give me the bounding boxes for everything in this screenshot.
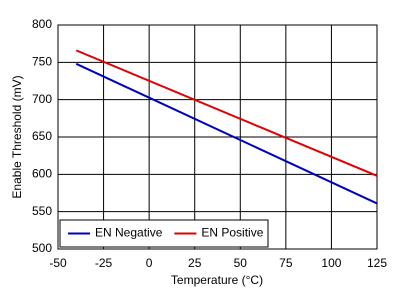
series-line (75, 62, 378, 205)
x-tick-label: 50 (234, 256, 248, 270)
y-axis-label: Enable Threshold (mV) (10, 75, 24, 198)
x-tick-label: -25 (95, 256, 113, 270)
y-tick-label: 700 (32, 92, 52, 106)
x-tick-label: 25 (188, 256, 202, 270)
legend-label: EN Negative (95, 226, 163, 240)
y-tick-label: 650 (32, 129, 52, 143)
legend-box (59, 219, 269, 248)
series-line (75, 49, 378, 177)
y-tick-label: 500 (32, 241, 52, 255)
x-tick-label: 100 (321, 256, 341, 270)
legend-label: EN Positive (201, 226, 263, 240)
x-tick-label: 75 (279, 256, 293, 270)
y-tick-label: 800 (32, 17, 52, 31)
x-tick-label: -50 (49, 256, 67, 270)
x-tick-label: 0 (146, 256, 153, 270)
plot-frame (57, 24, 378, 250)
y-tick-label: 600 (32, 167, 52, 181)
x-axis-label: Temperature (°C) (171, 273, 263, 287)
y-tick-label: 550 (32, 204, 52, 218)
y-tick-label: 750 (32, 55, 52, 69)
x-tick-label: 125 (367, 256, 387, 270)
